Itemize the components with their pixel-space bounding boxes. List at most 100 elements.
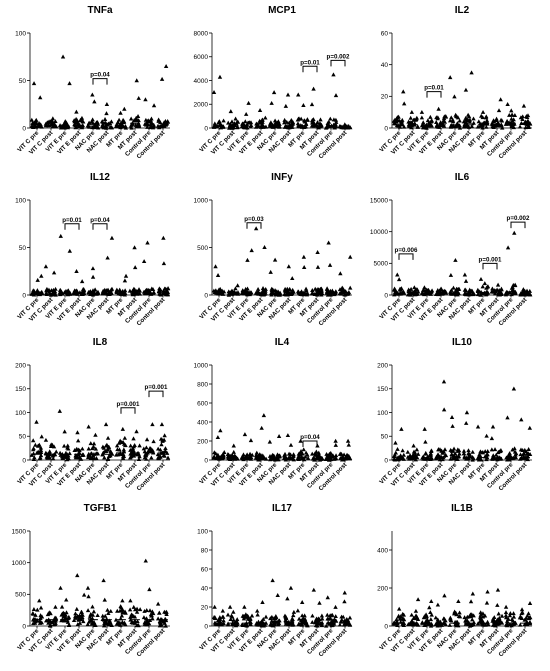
data-point bbox=[35, 277, 40, 282]
data-point bbox=[495, 587, 501, 592]
y-tick-label: 1000 bbox=[194, 362, 209, 369]
data-point bbox=[438, 286, 444, 291]
data-point bbox=[220, 608, 226, 613]
data-point bbox=[66, 456, 72, 461]
data-point bbox=[285, 596, 290, 601]
data-point bbox=[305, 455, 311, 460]
data-point bbox=[213, 264, 218, 269]
data-point bbox=[398, 119, 404, 124]
data-point bbox=[411, 615, 416, 620]
data-point bbox=[102, 455, 107, 460]
data-point bbox=[342, 288, 347, 293]
data-point bbox=[86, 446, 91, 451]
data-point bbox=[31, 81, 37, 86]
data-point bbox=[88, 292, 93, 297]
data-point bbox=[275, 289, 281, 294]
y-tick-label: 200 bbox=[377, 585, 388, 592]
data-point bbox=[104, 111, 109, 116]
data-point bbox=[392, 456, 397, 461]
data-point bbox=[433, 615, 438, 620]
data-point bbox=[433, 456, 438, 461]
y-tick-label: 0 bbox=[22, 623, 26, 630]
data-point bbox=[65, 443, 70, 448]
y-tick-label: 1000 bbox=[194, 197, 209, 204]
data-point bbox=[143, 97, 148, 102]
data-point bbox=[159, 442, 164, 447]
data-point bbox=[503, 604, 509, 609]
data-point bbox=[157, 610, 162, 615]
p-value-label: p=0.006 bbox=[395, 247, 418, 254]
data-point bbox=[216, 120, 221, 125]
data-point bbox=[145, 622, 150, 627]
data-point bbox=[128, 454, 134, 459]
data-point bbox=[261, 413, 267, 418]
data-point bbox=[37, 95, 43, 100]
data-point bbox=[298, 116, 304, 121]
data-point bbox=[227, 453, 233, 458]
data-point bbox=[137, 607, 143, 612]
data-point bbox=[93, 432, 98, 437]
data-point bbox=[407, 621, 412, 626]
data-point bbox=[105, 291, 110, 296]
data-point bbox=[114, 287, 120, 292]
data-point bbox=[345, 453, 350, 458]
y-tick-label: 1500 bbox=[12, 528, 27, 535]
data-point bbox=[442, 119, 447, 124]
data-point bbox=[142, 455, 148, 460]
y-tick-label: 20 bbox=[381, 94, 389, 101]
data-point bbox=[85, 608, 91, 613]
data-point bbox=[243, 119, 248, 124]
data-point bbox=[270, 578, 275, 583]
data-point bbox=[526, 447, 531, 451]
data-point bbox=[491, 621, 497, 626]
data-point bbox=[48, 623, 53, 628]
data-point bbox=[225, 622, 231, 627]
data-point bbox=[462, 272, 468, 277]
data-point bbox=[316, 450, 321, 455]
data-point bbox=[106, 121, 111, 126]
data-point bbox=[282, 120, 287, 125]
data-point bbox=[108, 608, 113, 613]
data-point bbox=[326, 240, 331, 245]
data-point bbox=[122, 278, 128, 283]
data-point bbox=[314, 291, 319, 296]
data-point bbox=[425, 288, 430, 293]
data-point bbox=[218, 428, 223, 433]
data-point bbox=[503, 622, 509, 627]
data-point bbox=[442, 616, 447, 621]
data-point bbox=[51, 622, 56, 627]
data-point bbox=[234, 125, 240, 130]
data-point bbox=[464, 124, 470, 129]
data-point bbox=[263, 614, 269, 619]
data-point bbox=[73, 611, 78, 616]
data-point bbox=[53, 286, 58, 291]
data-point bbox=[218, 619, 223, 624]
panel-title: IL12 bbox=[90, 172, 110, 183]
data-point bbox=[429, 612, 434, 617]
data-point bbox=[240, 288, 245, 293]
data-point bbox=[453, 112, 458, 117]
data-point bbox=[512, 230, 517, 235]
data-point bbox=[106, 619, 112, 624]
data-point bbox=[312, 456, 317, 461]
data-point bbox=[263, 620, 269, 625]
data-point bbox=[509, 623, 514, 628]
data-point bbox=[470, 617, 475, 622]
data-point bbox=[72, 448, 77, 452]
data-point bbox=[428, 617, 434, 622]
data-point bbox=[441, 116, 447, 121]
data-point bbox=[466, 448, 471, 453]
data-point bbox=[47, 619, 53, 624]
data-point bbox=[108, 449, 113, 453]
data-point bbox=[127, 288, 133, 293]
data-point bbox=[407, 453, 413, 458]
data-point bbox=[132, 618, 138, 623]
data-point bbox=[271, 90, 277, 95]
data-point bbox=[123, 622, 128, 627]
data-point bbox=[423, 439, 428, 444]
